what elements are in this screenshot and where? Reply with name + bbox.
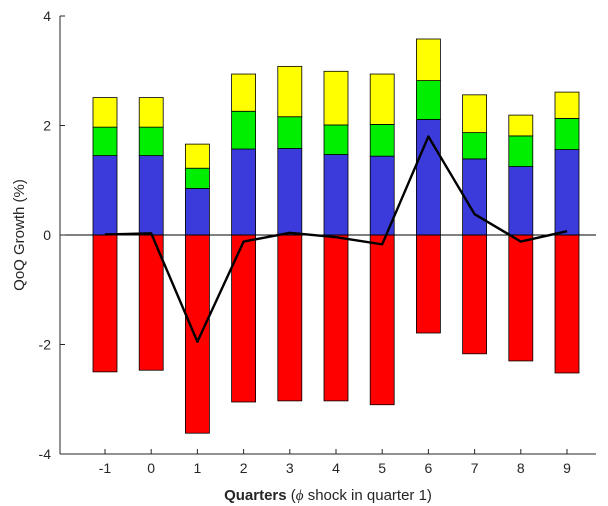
bar-q1-s2 (184, 167, 210, 189)
x-axis-title-rest: shock in quarter 1) (304, 487, 432, 504)
bar-q6-s2 (415, 80, 441, 120)
bar-q2-s4 (231, 234, 257, 403)
bar-q0-s1 (138, 155, 164, 236)
y-axis-title: QoQ Growth (%) (11, 179, 28, 291)
bar-q2-s2 (231, 110, 257, 150)
x-tick-label-9: 9 (563, 460, 571, 476)
bar-q7-s2 (462, 132, 488, 160)
x-tick-label-1: 1 (194, 460, 202, 476)
bar-q2-s3 (231, 73, 257, 112)
x-tick-label-3: 3 (286, 460, 294, 476)
y-ticks: -4 -2 0 2 4 (39, 8, 65, 462)
bar-q1-s1 (184, 188, 210, 236)
bar-q3-s4 (277, 234, 303, 402)
bar-q2-s1 (231, 148, 257, 236)
bar-q3-s3 (277, 65, 303, 118)
bar-q3-s1 (277, 148, 303, 236)
bar-q0-s4 (138, 234, 164, 371)
y-tick-label--2: -2 (39, 337, 52, 353)
bar-q8-s3 (508, 114, 534, 137)
bar-q0-s2 (138, 126, 164, 157)
bar-q7-s3 (462, 94, 488, 134)
bar-q4-s1 (323, 154, 349, 236)
bar-q4-s2 (323, 124, 349, 155)
bar-q5-s2 (369, 124, 395, 157)
bar-q9-s3 (554, 91, 580, 119)
bar-q1-s4 (184, 234, 210, 434)
bar-q8-s1 (508, 166, 534, 236)
x-tick-label--1: -1 (99, 460, 112, 476)
bar-q8-s2 (508, 135, 534, 167)
bar-q9-s2 (554, 117, 580, 150)
x-axis-title-open: ( (287, 487, 296, 504)
bar-q4-s4 (323, 234, 349, 402)
x-axis-title-symbol: ϕ (296, 488, 304, 504)
bar-q0-s3 (138, 97, 164, 128)
y-tick-label-4: 4 (43, 8, 51, 24)
bar-q-1-s3 (92, 97, 118, 128)
x-tick-label-4: 4 (332, 460, 340, 476)
bar-q5-s3 (369, 73, 395, 125)
bar-q-1-s4 (92, 234, 118, 373)
x-tick-label-6: 6 (425, 460, 433, 476)
x-axis-title: Quarters (ϕ shock in quarter 1) (224, 487, 432, 504)
x-tick-label-7: 7 (471, 460, 479, 476)
bar-q6-s3 (415, 38, 441, 82)
x-tick-label-0: 0 (147, 460, 155, 476)
bar-q8-s4 (508, 234, 534, 362)
bar-q7-s1 (462, 158, 488, 236)
bar-q6-s4 (415, 234, 441, 334)
bar-q9-s4 (554, 234, 580, 374)
y-tick-label--4: -4 (39, 446, 52, 462)
x-axis-title-bold: Quarters (224, 487, 287, 504)
bar-q3-s2 (277, 116, 303, 149)
bar-q-1-s2 (92, 126, 118, 157)
x-tick-label-8: 8 (517, 460, 525, 476)
y-tick-label-2: 2 (43, 118, 51, 134)
total-growth-line (104, 135, 568, 343)
bar-q9-s1 (554, 149, 580, 236)
bar-q1-s3 (184, 143, 210, 169)
bar-q5-s4 (369, 234, 395, 406)
bar-q-1-s1 (92, 155, 118, 236)
y-tick-label-0: 0 (43, 227, 51, 243)
bar-q7-s4 (462, 234, 488, 355)
bar-q4-s3 (323, 70, 349, 126)
x-tick-label-2: 2 (240, 460, 248, 476)
x-ticks: -1 0 1 2 3 4 5 6 7 8 9 (99, 449, 571, 476)
x-tick-label-5: 5 (378, 460, 386, 476)
